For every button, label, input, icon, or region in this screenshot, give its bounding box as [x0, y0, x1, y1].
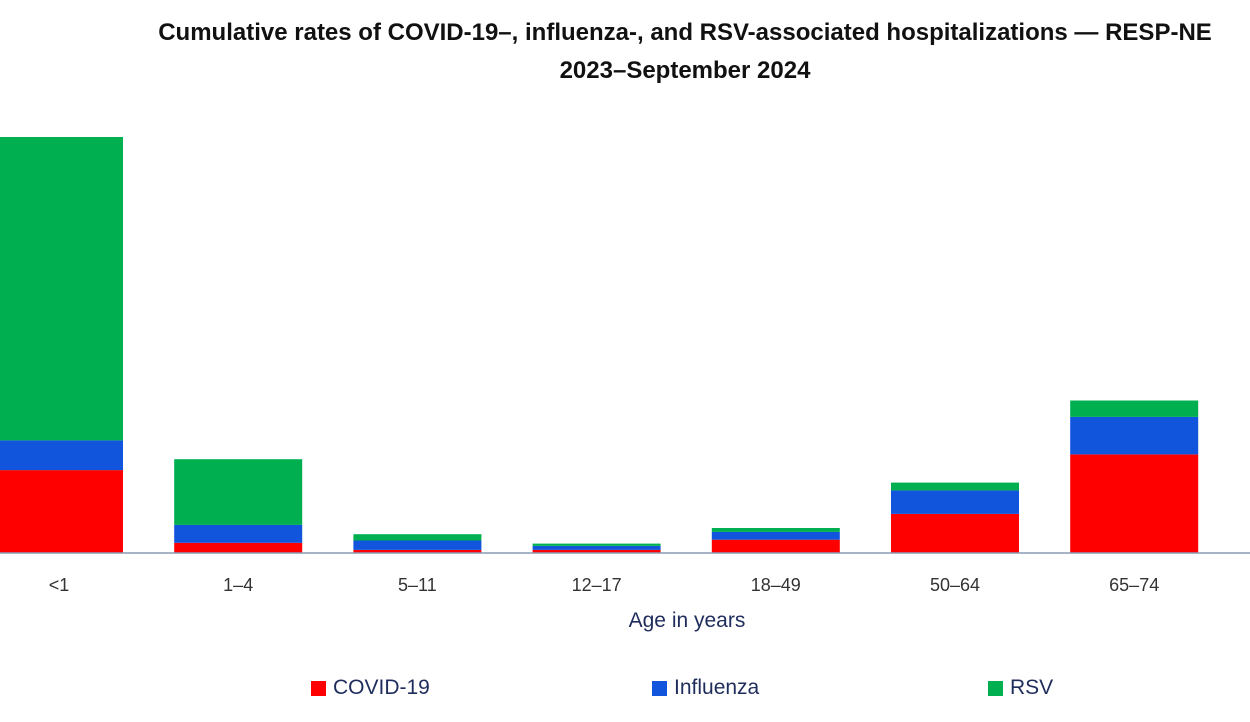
- x-tick-label-3: 5–11: [398, 575, 437, 595]
- bar-rsv-3: [353, 534, 482, 541]
- x-tick-label-5: 18–49: [751, 575, 801, 595]
- bar-rsv-4: [532, 543, 661, 546]
- chart-title: Cumulative rates of COVID-19–, influenza…: [40, 14, 1250, 90]
- bar-covid-19-6: [891, 513, 1019, 553]
- bar-covid-19-2: [174, 542, 303, 553]
- bar-influenza-1: [0, 440, 123, 471]
- bars-layer: [0, 137, 1199, 553]
- legend-label-covid-19: COVID-19: [333, 676, 430, 699]
- x-axis-title: Age in years: [629, 609, 746, 632]
- bar-rsv-1: [0, 137, 123, 441]
- legend-swatch-rsv: [988, 680, 1003, 696]
- chart-title-line-1: Cumulative rates of COVID-19–, influenza…: [158, 19, 1212, 46]
- bar-influenza-4: [532, 546, 661, 550]
- x-tick-label-6: 50–64: [930, 575, 980, 595]
- bar-influenza-3: [353, 540, 482, 550]
- bar-influenza-6: [891, 490, 1019, 514]
- legend-swatch-covid-19: [311, 680, 326, 696]
- bar-covid-19-4: [532, 549, 661, 553]
- x-tick-label-7: 65–74: [1109, 575, 1159, 595]
- bar-covid-19-1: [0, 470, 123, 553]
- legend-item-rsv: RSV: [988, 674, 1053, 702]
- legend-swatch-influenza: [652, 680, 667, 696]
- x-tick-labels: <1 1–4 5–11 12–17 18–49 50–64 65–74: [49, 575, 1159, 595]
- bar-covid-19-3: [353, 549, 482, 553]
- bar-rsv-6: [891, 482, 1019, 491]
- legend-item-covid-19: COVID-19: [311, 674, 430, 702]
- x-tick-label-2: 1–4: [223, 575, 253, 595]
- x-tick-label-1: <1: [49, 575, 70, 595]
- bar-influenza-7: [1070, 416, 1199, 455]
- bar-covid-19-7: [1070, 454, 1199, 553]
- chart-title-line-2: 2023–September 2024: [559, 57, 811, 84]
- legend-item-influenza: Influenza: [652, 674, 759, 702]
- chart-legend: COVID-19 Influenza RSV: [0, 674, 1250, 702]
- bar-influenza-5: [711, 531, 840, 540]
- bar-covid-19-5: [711, 539, 840, 553]
- bar-rsv-7: [1070, 400, 1199, 417]
- bar-rsv-5: [711, 528, 840, 532]
- legend-label-influenza: Influenza: [674, 676, 760, 699]
- x-tick-label-4: 12–17: [572, 575, 622, 595]
- bar-influenza-2: [174, 524, 303, 543]
- bar-rsv-2: [174, 459, 303, 525]
- legend-label-rsv: RSV: [1010, 676, 1054, 699]
